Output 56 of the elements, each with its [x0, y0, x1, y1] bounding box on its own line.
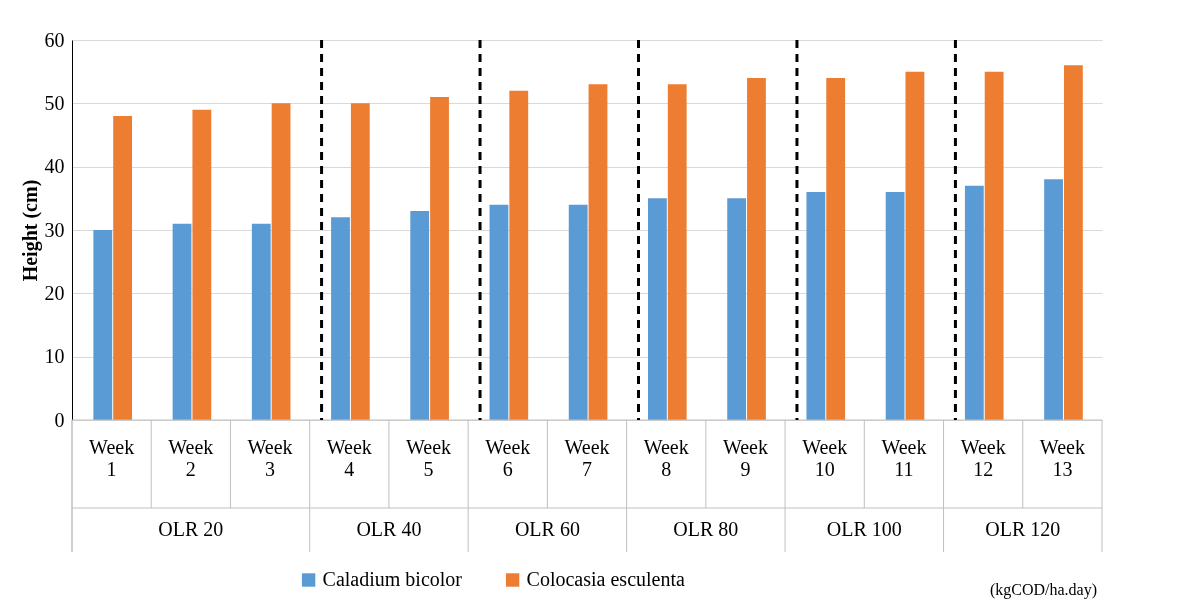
x-tick-label: Week 8 [643, 436, 689, 480]
bar [331, 217, 350, 420]
y-tick-label: 50 [44, 91, 65, 114]
bar [667, 84, 687, 420]
bar [192, 109, 212, 420]
bar [113, 116, 133, 420]
y-tick-label: 60 [44, 28, 65, 51]
x-tick-label: Week 13 [1039, 436, 1085, 480]
bar [568, 204, 588, 420]
x-tick-label: Week 11 [881, 436, 927, 480]
bar [984, 71, 1004, 420]
x-tick-label: Week 1 [89, 436, 135, 480]
bar [410, 211, 430, 420]
bar [806, 192, 826, 420]
text: OLR 100 [826, 518, 902, 540]
bar [172, 223, 192, 420]
bar [1063, 65, 1083, 420]
y-axis-title: Height (cm) [18, 179, 42, 282]
y-tick-label: 0 [54, 408, 65, 431]
text: OLR 80 [673, 518, 739, 540]
x-tick-label: Week 6 [485, 436, 531, 480]
y-tick-label: 10 [44, 345, 65, 368]
y-tick-label: 40 [44, 155, 65, 178]
legend-label: Caladium bicolor [322, 568, 463, 590]
bar [727, 198, 747, 420]
x-tick-label: Week 12 [960, 436, 1006, 480]
text: (kgCOD/ha.day) [989, 581, 1097, 599]
bar [648, 198, 667, 420]
y-tick-label: 30 [44, 218, 65, 241]
x-tick-label: Week 4 [326, 436, 372, 480]
text: OLR 120 [985, 518, 1061, 540]
x-tick-label: Week 2 [168, 436, 214, 480]
bar [489, 204, 509, 420]
bar [1044, 179, 1063, 420]
bar [430, 97, 449, 420]
bar [271, 103, 291, 420]
x-tick-label: Week 9 [722, 436, 768, 480]
bar [964, 185, 984, 420]
bar [509, 90, 529, 420]
bar [747, 78, 766, 420]
bar [350, 103, 370, 420]
x-tick-label: Week 7 [564, 436, 610, 480]
text: OLR 60 [514, 518, 580, 540]
text: OLR 40 [356, 518, 422, 540]
x-tick-label: Week 5 [406, 436, 452, 480]
bar [93, 230, 113, 420]
legend-label: Colocasia esculenta [526, 568, 685, 590]
bar [905, 71, 925, 420]
bar [826, 78, 846, 420]
y-tick-label: 20 [44, 281, 65, 304]
text: OLR 20 [158, 518, 224, 540]
x-tick-label: Week 10 [802, 436, 848, 480]
bar [885, 192, 905, 420]
x-tick-label: Week 3 [247, 436, 293, 480]
bar [588, 84, 608, 420]
bar [251, 223, 271, 420]
